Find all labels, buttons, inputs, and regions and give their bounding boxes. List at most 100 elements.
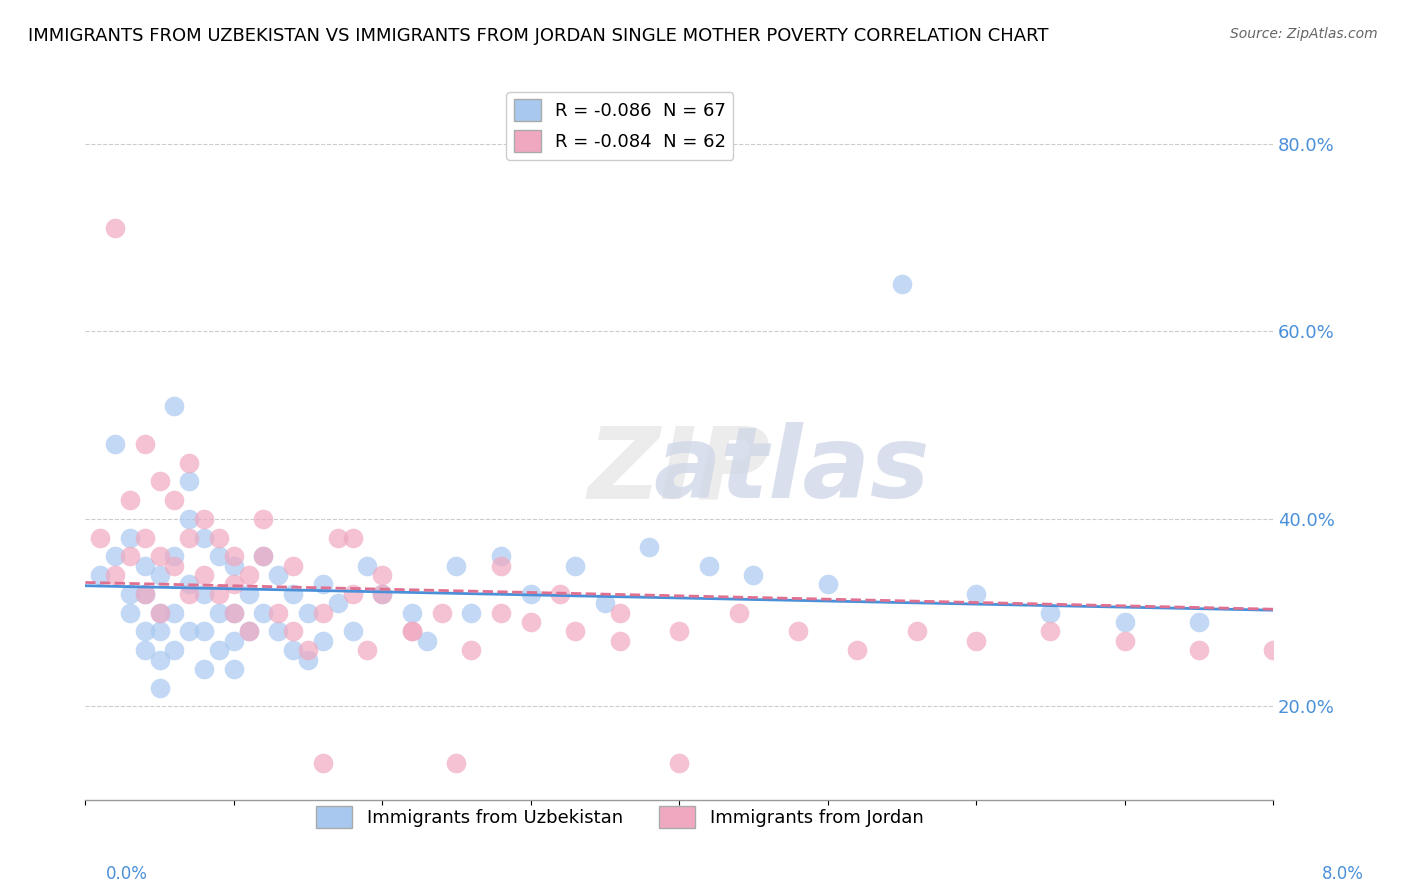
Immigrants from Jordan bbox=[550, 587, 572, 601]
Immigrants from Uzbekistan bbox=[104, 436, 127, 450]
Immigrants from Uzbekistan bbox=[312, 633, 335, 648]
Immigrants from Uzbekistan bbox=[238, 624, 260, 639]
Immigrants from Uzbekistan bbox=[163, 643, 186, 657]
Immigrants from Uzbekistan bbox=[283, 643, 305, 657]
Immigrants from Uzbekistan bbox=[134, 558, 156, 573]
Immigrants from Uzbekistan bbox=[179, 577, 201, 591]
Immigrants from Jordan bbox=[460, 643, 482, 657]
Immigrants from Uzbekistan bbox=[519, 587, 541, 601]
Immigrants from Uzbekistan bbox=[1114, 615, 1136, 629]
Immigrants from Uzbekistan bbox=[416, 633, 439, 648]
Immigrants from Jordan bbox=[148, 475, 170, 489]
Immigrants from Jordan bbox=[342, 531, 364, 545]
Immigrants from Uzbekistan bbox=[118, 587, 141, 601]
Immigrants from Jordan bbox=[238, 624, 260, 639]
Immigrants from Jordan bbox=[401, 624, 423, 639]
Immigrants from Uzbekistan bbox=[267, 624, 290, 639]
Immigrants from Uzbekistan bbox=[817, 577, 839, 591]
Immigrants from Uzbekistan bbox=[371, 587, 394, 601]
Immigrants from Jordan bbox=[564, 624, 586, 639]
Immigrants from Uzbekistan bbox=[312, 577, 335, 591]
Immigrants from Uzbekistan bbox=[401, 606, 423, 620]
Immigrants from Uzbekistan bbox=[697, 558, 720, 573]
Immigrants from Uzbekistan bbox=[252, 549, 274, 564]
Immigrants from Jordan bbox=[787, 624, 810, 639]
Immigrants from Uzbekistan bbox=[222, 633, 245, 648]
Immigrants from Uzbekistan bbox=[163, 549, 186, 564]
Legend: Immigrants from Uzbekistan, Immigrants from Jordan: Immigrants from Uzbekistan, Immigrants f… bbox=[309, 798, 931, 835]
Immigrants from Jordan bbox=[238, 568, 260, 582]
Immigrants from Jordan bbox=[905, 624, 928, 639]
Immigrants from Jordan bbox=[267, 606, 290, 620]
Immigrants from Uzbekistan bbox=[179, 475, 201, 489]
Immigrants from Uzbekistan bbox=[148, 681, 170, 695]
Text: ZIP: ZIP bbox=[588, 423, 770, 519]
Immigrants from Uzbekistan bbox=[208, 606, 231, 620]
Immigrants from Uzbekistan bbox=[638, 540, 661, 554]
Immigrants from Jordan bbox=[148, 606, 170, 620]
Immigrants from Jordan bbox=[283, 624, 305, 639]
Immigrants from Uzbekistan bbox=[965, 587, 987, 601]
Immigrants from Jordan bbox=[222, 549, 245, 564]
Immigrants from Jordan bbox=[163, 558, 186, 573]
Immigrants from Jordan bbox=[179, 456, 201, 470]
Immigrants from Uzbekistan bbox=[193, 531, 215, 545]
Text: 8.0%: 8.0% bbox=[1322, 865, 1364, 883]
Immigrants from Uzbekistan bbox=[297, 652, 319, 666]
Immigrants from Jordan bbox=[252, 512, 274, 526]
Immigrants from Uzbekistan bbox=[1039, 606, 1062, 620]
Immigrants from Uzbekistan bbox=[148, 606, 170, 620]
Immigrants from Uzbekistan bbox=[222, 662, 245, 676]
Immigrants from Uzbekistan bbox=[446, 558, 468, 573]
Immigrants from Uzbekistan bbox=[222, 606, 245, 620]
Immigrants from Uzbekistan bbox=[238, 587, 260, 601]
Immigrants from Jordan bbox=[609, 633, 631, 648]
Immigrants from Uzbekistan bbox=[89, 568, 111, 582]
Immigrants from Jordan bbox=[1114, 633, 1136, 648]
Immigrants from Jordan bbox=[312, 606, 335, 620]
Immigrants from Jordan bbox=[371, 587, 394, 601]
Immigrants from Jordan bbox=[118, 493, 141, 508]
Immigrants from Uzbekistan bbox=[163, 399, 186, 413]
Immigrants from Jordan bbox=[609, 606, 631, 620]
Immigrants from Jordan bbox=[208, 531, 231, 545]
Immigrants from Jordan bbox=[179, 531, 201, 545]
Immigrants from Jordan bbox=[193, 568, 215, 582]
Immigrants from Jordan bbox=[134, 531, 156, 545]
Immigrants from Uzbekistan bbox=[297, 606, 319, 620]
Immigrants from Uzbekistan bbox=[134, 587, 156, 601]
Immigrants from Jordan bbox=[118, 549, 141, 564]
Immigrants from Jordan bbox=[446, 756, 468, 770]
Immigrants from Jordan bbox=[134, 587, 156, 601]
Immigrants from Jordan bbox=[342, 587, 364, 601]
Immigrants from Uzbekistan bbox=[148, 568, 170, 582]
Immigrants from Jordan bbox=[489, 606, 512, 620]
Immigrants from Jordan bbox=[668, 624, 690, 639]
Immigrants from Uzbekistan bbox=[134, 624, 156, 639]
Immigrants from Jordan bbox=[371, 568, 394, 582]
Immigrants from Jordan bbox=[846, 643, 869, 657]
Immigrants from Uzbekistan bbox=[208, 549, 231, 564]
Immigrants from Jordan bbox=[519, 615, 541, 629]
Immigrants from Uzbekistan bbox=[890, 277, 912, 292]
Immigrants from Uzbekistan bbox=[283, 587, 305, 601]
Immigrants from Jordan bbox=[208, 587, 231, 601]
Immigrants from Uzbekistan bbox=[222, 558, 245, 573]
Immigrants from Uzbekistan bbox=[489, 549, 512, 564]
Immigrants from Uzbekistan bbox=[163, 606, 186, 620]
Immigrants from Jordan bbox=[489, 558, 512, 573]
Immigrants from Jordan bbox=[222, 606, 245, 620]
Immigrants from Jordan bbox=[312, 756, 335, 770]
Immigrants from Uzbekistan bbox=[104, 549, 127, 564]
Immigrants from Jordan bbox=[727, 606, 749, 620]
Immigrants from Jordan bbox=[179, 587, 201, 601]
Text: atlas: atlas bbox=[654, 423, 931, 519]
Immigrants from Uzbekistan bbox=[356, 558, 378, 573]
Immigrants from Uzbekistan bbox=[267, 568, 290, 582]
Immigrants from Uzbekistan bbox=[118, 531, 141, 545]
Immigrants from Uzbekistan bbox=[208, 643, 231, 657]
Immigrants from Jordan bbox=[148, 549, 170, 564]
Immigrants from Jordan bbox=[1039, 624, 1062, 639]
Immigrants from Jordan bbox=[430, 606, 453, 620]
Immigrants from Uzbekistan bbox=[118, 606, 141, 620]
